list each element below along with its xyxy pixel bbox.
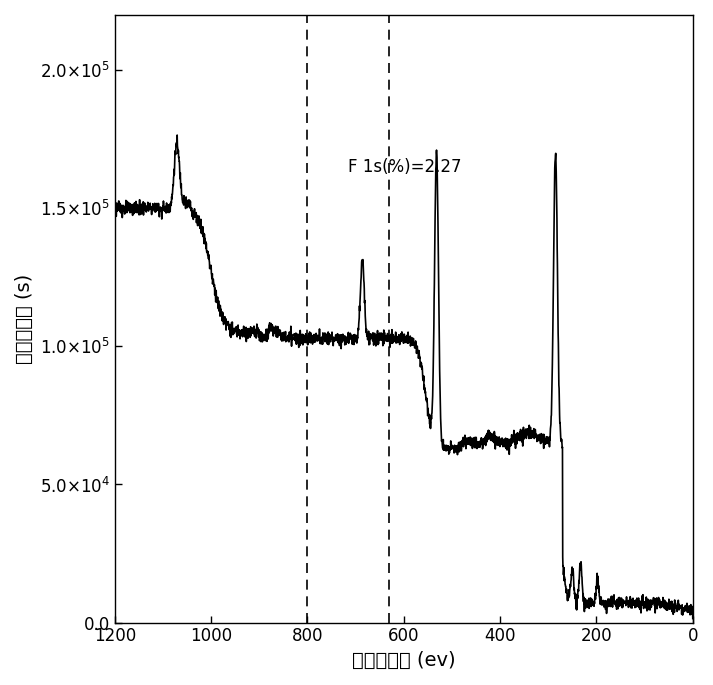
Text: F 1s(%)=2.27: F 1s(%)=2.27 (349, 158, 462, 177)
X-axis label: 电子束缚能 (ev): 电子束缚能 (ev) (352, 651, 456, 670)
Y-axis label: 光电子强度 (s): 光电子强度 (s) (15, 274, 34, 364)
